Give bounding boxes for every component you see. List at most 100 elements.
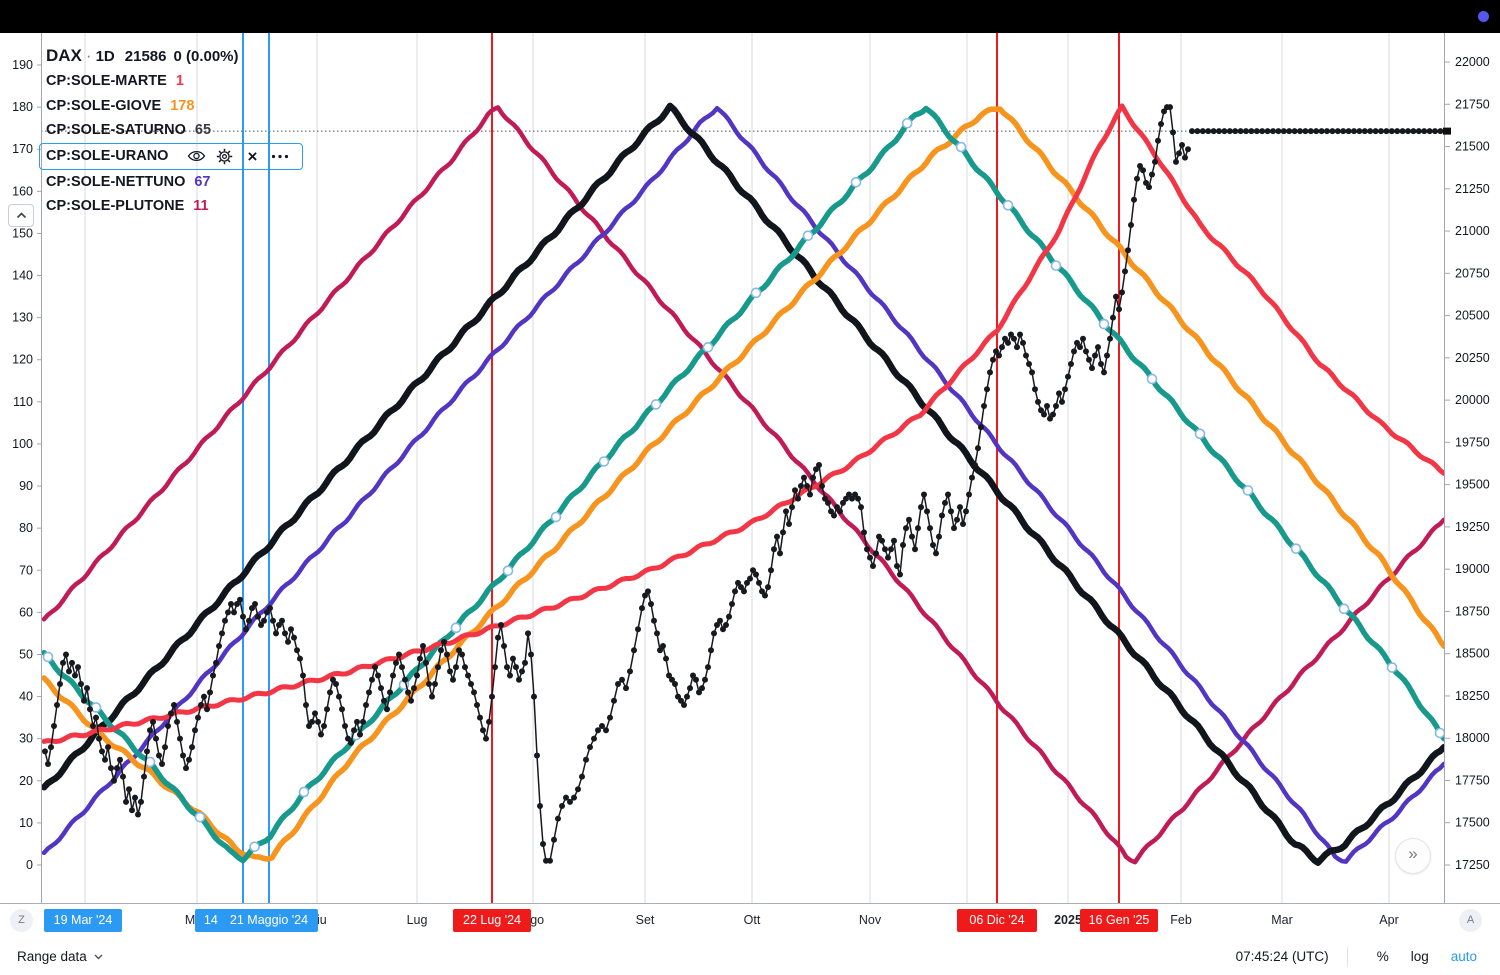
svg-text:19500: 19500 (1455, 478, 1490, 492)
svg-text:30: 30 (19, 732, 33, 746)
month-label: Nov (858, 913, 882, 927)
month-label: Feb (1170, 913, 1192, 927)
svg-text:140: 140 (12, 269, 33, 283)
cycle-marker (850, 176, 862, 188)
log-scale-button[interactable]: log (1410, 949, 1429, 964)
more-icon (272, 154, 289, 158)
legend-row-urano[interactable]: CP:SOLE-URANO × (39, 142, 304, 170)
legend-row-nettuno[interactable]: CP:SOLE-NETTUNO 67 (46, 170, 376, 195)
svg-text:22000: 22000 (1455, 55, 1490, 69)
svg-text:180: 180 (12, 100, 33, 114)
svg-text:100: 100 (12, 437, 33, 451)
series-line-nettuno[interactable] (41, 106, 1445, 864)
month-label: Set (635, 913, 655, 927)
timescale-zoom-button[interactable]: Z (10, 909, 33, 932)
svg-text:120: 120 (12, 353, 33, 367)
range-data-menu[interactable]: Range data (17, 949, 103, 964)
more-options-button[interactable] (266, 145, 294, 167)
chart-pane[interactable]: 0 10 20 30 40 50 60 70 80 90 100 110 120 130 140 150 160… (0, 33, 1500, 903)
auto-scale-button[interactable]: auto (1450, 949, 1477, 964)
indicator-value: 11 (193, 198, 209, 214)
svg-text:20250: 20250 (1455, 351, 1490, 365)
svg-text:17250: 17250 (1455, 858, 1490, 872)
svg-text:20750: 20750 (1455, 266, 1490, 280)
cycle-marker (598, 456, 610, 467)
date-badge[interactable]: 06 Dic '24 (957, 909, 1037, 932)
symbol-title-row[interactable]: DAX · 1D 21586 0 (0.00%) (46, 43, 376, 69)
indicator-label: CP:SOLE-GIOVE (46, 97, 162, 114)
legend-collapse-button[interactable] (8, 204, 34, 227)
settings-icon (216, 148, 233, 164)
cycle-marker (802, 230, 814, 242)
visibility-toggle-button[interactable] (182, 145, 210, 167)
legend-row-marte[interactable]: CP:SOLE-MARTE 1 (46, 69, 376, 94)
svg-text:40: 40 (19, 690, 33, 704)
right-price-scale[interactable] (1445, 33, 1500, 903)
range-data-label: Range data (17, 949, 87, 964)
cycle-marker (1002, 199, 1014, 211)
right-axis-labels: 22000 21750 21500 21250 21000 20750 20500 20250… (1445, 55, 1490, 872)
eye-icon (187, 151, 206, 161)
series-line-plutone[interactable] (41, 105, 1445, 865)
session-clock[interactable]: 07:45:24 (UTC) (1235, 949, 1329, 964)
indicator-value: 67 (194, 173, 211, 190)
svg-text:10: 10 (19, 816, 33, 830)
remove-indicator-button[interactable]: × (247, 146, 258, 166)
date-badge[interactable]: 22 Lug '24 (453, 909, 531, 932)
urano-cycle-markers (42, 117, 1445, 853)
svg-text:18500: 18500 (1455, 647, 1490, 661)
left-price-scale[interactable] (0, 33, 41, 903)
svg-text:17750: 17750 (1455, 773, 1490, 787)
month-label: Apr (1379, 913, 1399, 927)
svg-text:0: 0 (26, 858, 33, 872)
indicator-label: CP:SOLE-SATURNO (46, 122, 186, 138)
svg-text:90: 90 (19, 479, 33, 493)
cycle-marker (1386, 662, 1398, 673)
time-scale[interactable]: AprMagGiuLugAgoSetOttNovDic2025FebMarApr… (0, 903, 1500, 939)
date-badge[interactable]: 16 Gen '25 (1080, 909, 1158, 932)
svg-text:80: 80 (19, 521, 33, 535)
cycle-marker (1434, 727, 1445, 739)
percent-scale-button[interactable]: % (1376, 949, 1389, 964)
cycle-marker (249, 841, 260, 853)
svg-text:21500: 21500 (1455, 140, 1490, 154)
title-separator: · (85, 46, 92, 65)
cycle-marker (1242, 485, 1254, 496)
cycle-marker (650, 399, 662, 410)
cycle-marker (502, 565, 514, 577)
series-line-saturno[interactable] (41, 102, 1445, 866)
svg-text:110: 110 (13, 395, 33, 409)
legend-row-giove[interactable]: CP:SOLE-GIOVE 178 (46, 94, 376, 119)
chevron-up-icon (16, 212, 26, 219)
svg-text:19750: 19750 (1455, 435, 1490, 449)
series-line-urano[interactable] (41, 105, 1445, 864)
settings-button[interactable] (210, 145, 238, 167)
toolbar-divider (1346, 946, 1348, 967)
svg-text:190: 190 (12, 58, 33, 72)
symbol-interval[interactable]: 1D (95, 48, 115, 65)
series-line-marte[interactable] (41, 103, 1445, 744)
symbol-name[interactable]: DAX (46, 46, 82, 65)
timescale-auto-button[interactable]: A (1459, 909, 1482, 932)
svg-text:21750: 21750 (1455, 97, 1490, 111)
month-label: Ott (743, 913, 761, 927)
svg-text:50: 50 (19, 647, 33, 661)
legend: DAX · 1D 21586 0 (0.00%) CP:SOLE-MARTE 1 CP:SO… (39, 43, 376, 219)
svg-text:130: 130 (12, 311, 33, 325)
cycle-marker (1194, 428, 1206, 440)
scroll-right-button[interactable]: » (1395, 838, 1431, 874)
legend-row-plutone[interactable]: CP:SOLE-PLUTONE 11 (46, 194, 376, 219)
cycle-marker (702, 342, 714, 353)
svg-text:18000: 18000 (1455, 731, 1490, 745)
series-line-giove[interactable] (41, 106, 1445, 862)
date-badge[interactable]: 19 Mar '24 (44, 909, 122, 932)
legend-row-saturno[interactable]: CP:SOLE-SATURNO 65 (46, 118, 376, 143)
date-badge[interactable]: 21 Maggio '24 (220, 909, 318, 932)
indicator-label: CP:SOLE-PLUTONE (46, 198, 185, 214)
cycle-marker (550, 511, 562, 523)
left-axis-gutter (0, 33, 41, 903)
right-axis-gutter (1445, 33, 1500, 903)
cycle-marker (955, 141, 967, 153)
cycle-marker (298, 786, 310, 798)
svg-text:70: 70 (19, 563, 33, 577)
